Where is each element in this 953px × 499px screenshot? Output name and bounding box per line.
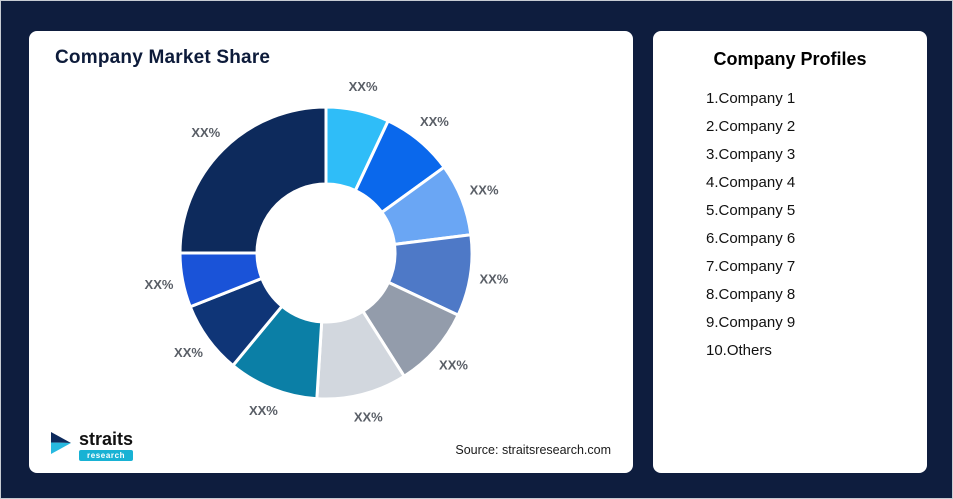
list-item: 6.Company 6 (706, 230, 796, 247)
profiles-title: Company Profiles (713, 49, 867, 69)
slice-label: XX% (479, 272, 508, 287)
slice-label: XX% (470, 182, 499, 197)
list-item: 9.Company 9 (706, 314, 796, 331)
slice-label: XX% (420, 114, 449, 129)
list-item: 3.Company 3 (706, 146, 796, 163)
list-item: 7.Company 7 (706, 258, 796, 275)
logo-subbrand-badge: research (79, 450, 134, 461)
company-profiles-card: Company Profiles 1.Company 1 2.Company 2… (653, 31, 927, 473)
slice-label: XX% (174, 345, 203, 360)
slice-label: XX% (145, 277, 174, 292)
slice-label: XX% (354, 410, 383, 425)
logo-text: straits research (79, 429, 134, 461)
list-item: 8.Company 8 (706, 286, 796, 303)
donut-chart: XX% XX% XX% XX% XX% XX% XX% XX% XX% XX% (145, 79, 509, 425)
donut-slice (178, 105, 328, 255)
chart-title: Company Market Share (55, 47, 271, 68)
list-item: 4.Company 4 (706, 174, 796, 191)
slice-label: XX% (349, 79, 378, 94)
list-item: 5.Company 5 (706, 202, 796, 219)
list-item: 10.Others (706, 342, 772, 359)
list-item: 1.Company 1 (706, 90, 796, 107)
straits-logo-icon (51, 432, 71, 454)
straits-research-logo: straits research (51, 429, 134, 461)
logo-brand-text: straits (79, 429, 134, 449)
slice-label: XX% (439, 357, 468, 372)
profiles-list: 1.Company 1 2.Company 2 3.Company 3 4.Co… (653, 90, 927, 360)
market-share-card: Company Market Share XX% XX% XX% XX% XX% XX% X… (29, 31, 633, 473)
source-attribution: Source: straitsresearch.com (455, 443, 611, 457)
slice-label: XX% (249, 403, 278, 418)
slice-label: XX% (191, 125, 220, 140)
list-item: 2.Company 2 (706, 118, 796, 135)
